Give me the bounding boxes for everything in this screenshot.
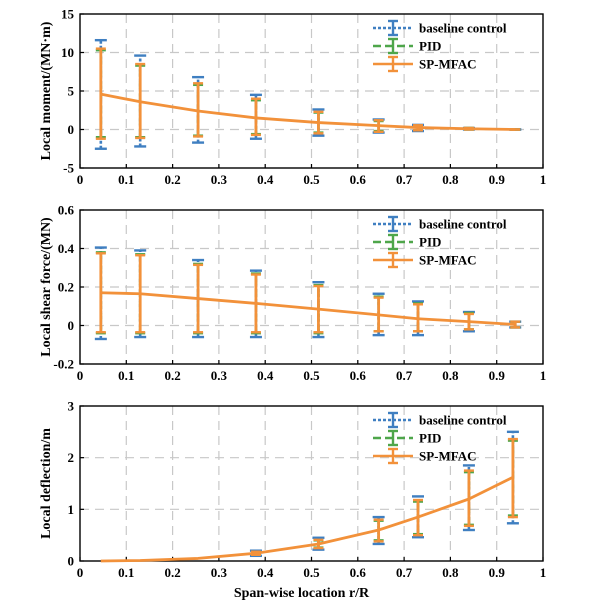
legend-label: PID	[419, 431, 441, 446]
y-axis-label: Local moment/(MN·m)	[39, 21, 54, 160]
x-tick-label: 0.8	[442, 368, 459, 383]
y-tick-label: 3	[68, 399, 75, 414]
x-tick-label: 0.3	[211, 172, 228, 187]
legend-label: PID	[419, 39, 441, 54]
y-tick-label: 10	[61, 45, 74, 60]
x-tick-label: 0.3	[211, 565, 228, 580]
y-tick-label: 0.6	[58, 203, 75, 218]
grid	[80, 406, 543, 561]
grid	[80, 210, 543, 364]
x-tick-label: 0.7	[396, 565, 413, 580]
x-tick-label: 1	[540, 172, 547, 187]
x-tick-label: 0.5	[303, 172, 320, 187]
x-tick-label: 0.3	[211, 368, 228, 383]
grid	[80, 14, 543, 168]
y-tick-label: 0	[68, 554, 75, 569]
x-tick-label: 0.2	[164, 565, 180, 580]
y-tick-label: 15	[61, 7, 75, 22]
y-tick-label: -0.2	[53, 357, 74, 372]
legend: baseline control PID SP-MFAC	[373, 411, 507, 465]
x-tick-label: 0.2	[164, 172, 180, 187]
y-tick-label: 2	[68, 450, 75, 465]
mean-curve	[100, 92, 516, 131]
x-tick-label: 0.6	[350, 565, 367, 580]
y-tick-label: 1	[68, 502, 75, 517]
y-tick-label: 0	[68, 318, 75, 333]
legend: baseline control PID SP-MFAC	[373, 215, 507, 269]
x-tick-label: 0	[77, 565, 84, 580]
x-tick-label: 0.1	[118, 565, 134, 580]
legend-label: baseline control	[419, 217, 507, 232]
x-tick-label: 0.8	[442, 565, 459, 580]
x-tick-label: 1	[540, 368, 547, 383]
y-tick-label: 0.4	[58, 241, 75, 256]
x-axis-label: Span-wise location r/R	[234, 586, 370, 601]
x-tick-label: 0.9	[489, 172, 506, 187]
x-tick-label: 0.5	[303, 368, 320, 383]
x-tick-label: 0.4	[257, 368, 274, 383]
x-tick-label: 0.2	[164, 368, 180, 383]
x-tick-label: 0.4	[257, 565, 274, 580]
panel-3: 0 0.1 0.2 0.3 0.4 0.5 0.6 0.7 0.8 0.9 1 0 1 2 3 Local d…	[39, 399, 546, 602]
x-tick-label: 0.5	[303, 565, 320, 580]
y-tick-label: 0.2	[58, 280, 74, 295]
x-tick-label: 0.9	[489, 368, 506, 383]
mean-curve	[100, 476, 514, 563]
x-tick-label: 0.1	[118, 368, 134, 383]
x-tick-label: 0.8	[442, 172, 459, 187]
y-axis-label: Local deflection/m	[39, 428, 54, 539]
x-tick-label: 0.6	[350, 172, 367, 187]
panel-1: 0 0.1 0.2 0.3 0.4 0.5 0.6 0.7 0.8 0.9 1-5051015Loc…	[39, 7, 546, 188]
x-tick-label: 0.4	[257, 172, 274, 187]
legend-label: baseline control	[419, 21, 507, 36]
x-tick-label: 0.7	[396, 172, 413, 187]
x-tick-label: 0.9	[489, 565, 506, 580]
legend-label: SP-MFAC	[419, 57, 477, 72]
x-tick-label: 0.7	[396, 368, 413, 383]
panel-2: 0 0.1 0.2 0.3 0.4 0.5 0.6 0.7 0.8 0.9 1-0.200.20.4…	[39, 203, 546, 384]
legend: baseline control PID SP-MFAC	[373, 19, 507, 73]
x-tick-label: 0	[77, 172, 84, 187]
x-tick-label: 0	[77, 368, 84, 383]
y-tick-label: 0	[68, 122, 75, 137]
legend-label: SP-MFAC	[419, 253, 477, 268]
y-axis-label: Local shear force/(MN)	[39, 217, 54, 357]
x-tick-label: 1	[540, 565, 547, 580]
x-tick-label: 0.6	[350, 368, 367, 383]
legend-label: PID	[419, 235, 441, 250]
mean-curve	[100, 291, 516, 326]
y-tick-label: -5	[63, 161, 74, 176]
legend-label: SP-MFAC	[419, 449, 477, 464]
y-tick-label: 5	[68, 84, 75, 99]
legend-label: baseline control	[419, 413, 507, 428]
x-tick-label: 0.1	[118, 172, 134, 187]
